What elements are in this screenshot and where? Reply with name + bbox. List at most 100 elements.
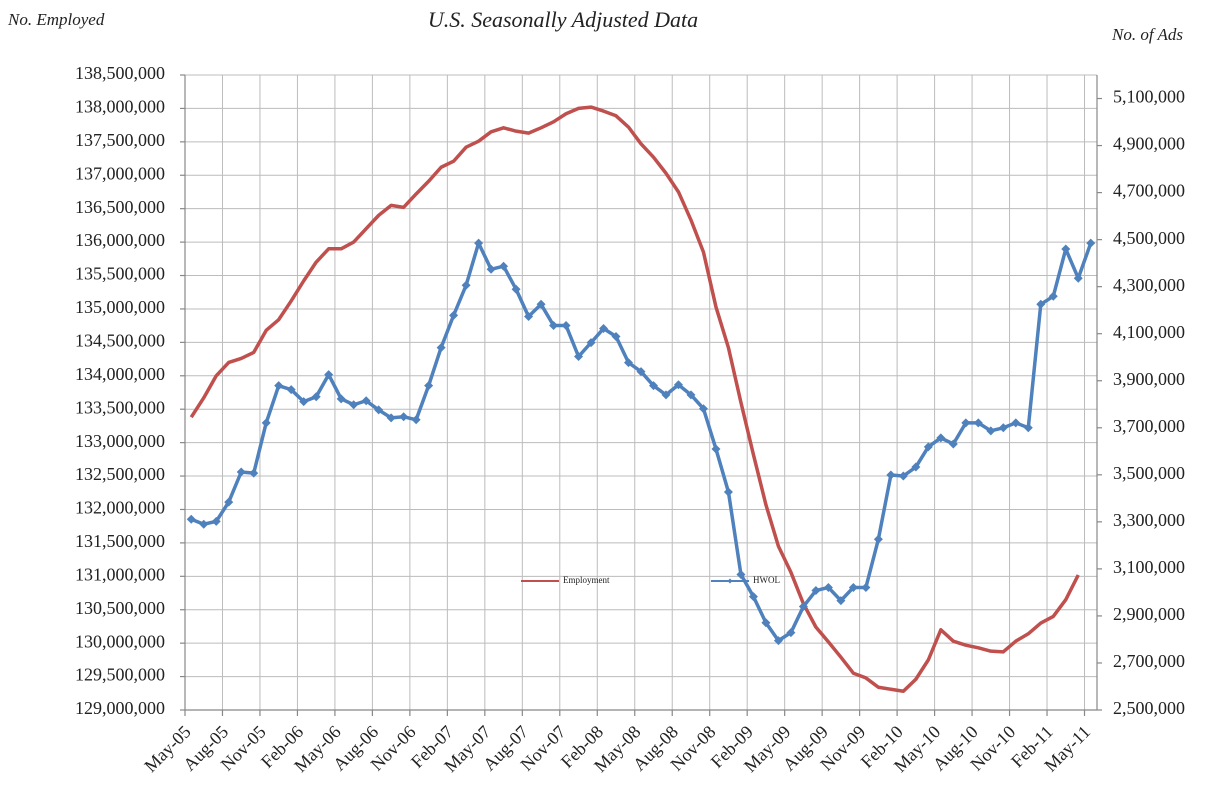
point bbox=[199, 519, 209, 529]
legend-label: HWOL bbox=[753, 575, 780, 585]
point bbox=[536, 299, 546, 309]
point bbox=[861, 582, 871, 592]
y2-tick-label: 3,500,000 bbox=[1113, 463, 1185, 483]
point bbox=[1023, 423, 1033, 433]
point bbox=[673, 380, 683, 390]
point bbox=[361, 396, 371, 406]
y-tick-label: 135,000,000 bbox=[75, 297, 165, 317]
y2-tick-label: 4,500,000 bbox=[1113, 228, 1185, 248]
point bbox=[261, 418, 271, 428]
point bbox=[249, 468, 259, 478]
y-tick-label: 129,500,000 bbox=[75, 665, 165, 685]
y2-tick-label: 5,100,000 bbox=[1113, 87, 1185, 107]
point bbox=[1086, 238, 1096, 248]
point bbox=[798, 602, 808, 612]
y2-tick-label: 2,900,000 bbox=[1113, 604, 1185, 624]
y2-tick-label: 2,500,000 bbox=[1113, 698, 1185, 718]
y2-tick-label: 3,900,000 bbox=[1113, 369, 1185, 389]
point bbox=[386, 413, 396, 423]
point bbox=[723, 487, 733, 497]
y2-tick-label: 4,100,000 bbox=[1113, 322, 1185, 342]
point bbox=[773, 636, 783, 646]
y-tick-label: 134,000,000 bbox=[75, 364, 165, 384]
point bbox=[586, 338, 596, 348]
y2-tick-label: 2,700,000 bbox=[1113, 651, 1185, 671]
point bbox=[811, 586, 821, 596]
point bbox=[286, 385, 296, 395]
y-tick-label: 132,500,000 bbox=[75, 464, 165, 484]
y-tick-label: 135,500,000 bbox=[75, 264, 165, 284]
point bbox=[823, 582, 833, 592]
point bbox=[611, 332, 621, 342]
point bbox=[524, 312, 534, 322]
point bbox=[299, 397, 309, 407]
y-axis-title: No. Employed bbox=[7, 10, 105, 29]
y2-tick-label: 3,700,000 bbox=[1113, 416, 1185, 436]
y2-tick-label: 4,900,000 bbox=[1113, 134, 1185, 154]
point bbox=[1048, 291, 1058, 301]
y-tick-label: 137,500,000 bbox=[75, 130, 165, 150]
y-tick-label: 138,000,000 bbox=[75, 97, 165, 117]
point bbox=[761, 618, 771, 628]
point bbox=[336, 394, 346, 404]
point bbox=[561, 320, 571, 330]
point bbox=[436, 343, 446, 353]
point bbox=[499, 261, 509, 271]
point bbox=[911, 462, 921, 472]
point bbox=[1036, 299, 1046, 309]
point bbox=[936, 433, 946, 443]
y-tick-label: 133,000,000 bbox=[75, 431, 165, 451]
point bbox=[449, 310, 459, 320]
point bbox=[599, 324, 609, 334]
legend-marker bbox=[727, 578, 733, 584]
y-tick-label: 129,000,000 bbox=[75, 698, 165, 718]
point bbox=[686, 390, 696, 400]
chart-title: U.S. Seasonally Adjusted Data bbox=[428, 7, 698, 32]
point bbox=[848, 582, 858, 592]
series-line bbox=[190, 241, 1093, 643]
point bbox=[973, 418, 983, 428]
point bbox=[236, 467, 246, 477]
point bbox=[486, 264, 496, 274]
y2-axis-title: No. of Ads bbox=[1111, 25, 1183, 44]
point bbox=[349, 400, 359, 410]
point bbox=[399, 412, 409, 422]
y2-tick-label: 4,300,000 bbox=[1113, 275, 1185, 295]
legend-label: Employment bbox=[563, 575, 610, 585]
point bbox=[786, 628, 796, 638]
point bbox=[948, 439, 958, 449]
point bbox=[374, 405, 384, 415]
y-tick-label: 137,000,000 bbox=[75, 163, 165, 183]
point bbox=[836, 596, 846, 606]
point bbox=[698, 404, 708, 414]
y2-tick-label: 3,100,000 bbox=[1113, 557, 1185, 577]
point bbox=[1011, 418, 1021, 428]
point bbox=[986, 426, 996, 436]
y-tick-label: 136,000,000 bbox=[75, 230, 165, 250]
point bbox=[1061, 244, 1071, 254]
y-tick-label: 136,500,000 bbox=[75, 197, 165, 217]
y-tick-label: 132,000,000 bbox=[75, 498, 165, 518]
point bbox=[324, 370, 334, 380]
point bbox=[923, 442, 933, 452]
y-tick-label: 131,000,000 bbox=[75, 564, 165, 584]
point bbox=[998, 423, 1008, 433]
y-tick-label: 134,500,000 bbox=[75, 330, 165, 350]
point bbox=[661, 390, 671, 400]
point bbox=[898, 471, 908, 481]
point bbox=[211, 516, 221, 526]
y-tick-label: 130,500,000 bbox=[75, 598, 165, 618]
point bbox=[886, 470, 896, 480]
y-tick-label: 133,500,000 bbox=[75, 397, 165, 417]
point bbox=[411, 415, 421, 425]
point bbox=[636, 367, 646, 377]
point bbox=[424, 381, 434, 391]
point bbox=[311, 392, 321, 402]
point bbox=[1073, 273, 1083, 283]
point bbox=[748, 592, 758, 602]
y-tick-label: 130,000,000 bbox=[75, 631, 165, 651]
point bbox=[186, 514, 196, 524]
point bbox=[648, 381, 658, 391]
point bbox=[736, 570, 746, 580]
